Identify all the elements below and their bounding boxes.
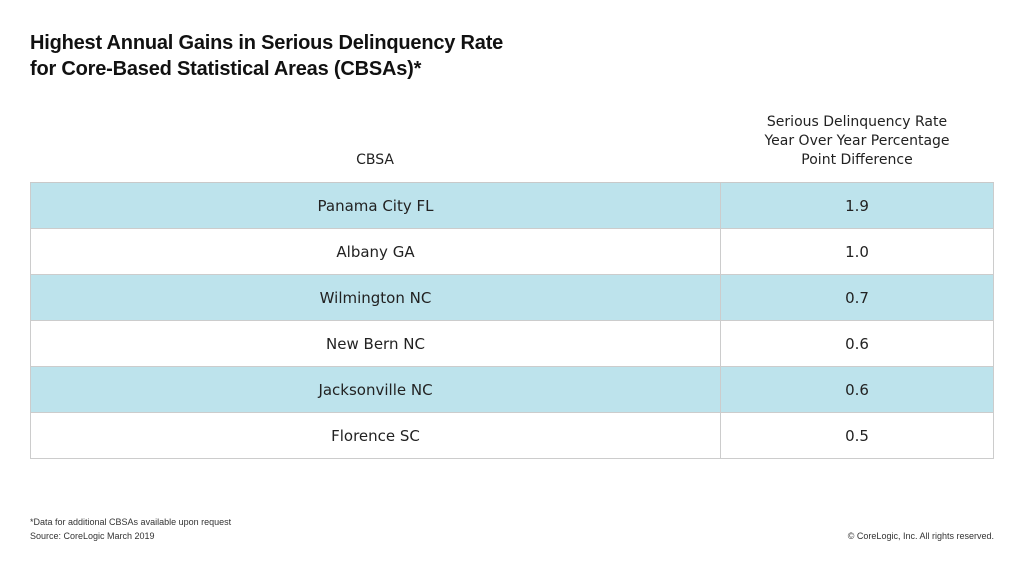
rate-difference-cell: 0.7	[845, 288, 869, 307]
column-header-line-1: Serious Delinquency Rate	[766, 114, 948, 130]
footnote: *Data for additional CBSAs available upo…	[30, 517, 232, 527]
cbsa-cell: Florence SC	[31, 413, 721, 458]
rate-difference-cell: 0.6	[845, 334, 869, 353]
table-row: Wilmington NC 0.7	[30, 275, 994, 321]
chart-title-line-2: for Core-Based Statistical Areas (CBSAs)…	[30, 58, 422, 80]
column-header-rate-difference-label: Serious Delinquency Rate Year Over Year …	[764, 113, 949, 170]
table-row: New Bern NC 0.6	[30, 321, 994, 367]
column-header-line-3: Point Difference	[801, 152, 913, 168]
rate-difference-cell: 0.6	[845, 380, 869, 399]
column-header-line-2: Year Over Year Percentage	[764, 133, 950, 149]
chart-title: Highest Annual Gains in Serious Delinque…	[30, 30, 730, 82]
column-header-rate-difference: Serious Delinquency Rate Year Over Year …	[720, 104, 994, 182]
cbsa-cell: Jacksonville NC	[31, 367, 721, 412]
rate-difference-cell: 0.5	[845, 426, 869, 445]
cbsa-cell: Panama City FL	[31, 183, 721, 228]
column-header-cbsa: CBSA	[30, 104, 720, 182]
source-note: Source: CoreLogic March 2019	[30, 531, 155, 541]
rate-difference-cell: 1.9	[845, 196, 869, 215]
table-row: Florence SC 0.5	[30, 413, 994, 459]
copyright-note: © CoreLogic, Inc. All rights reserved.	[847, 531, 994, 541]
cbsa-cell: Wilmington NC	[31, 275, 721, 320]
cbsa-cell: Albany GA	[31, 229, 721, 274]
cbsa-cell: New Bern NC	[31, 321, 721, 366]
table-body: Panama City FL 1.9 Albany GA 1.0 Wilmington …	[30, 183, 994, 459]
table-row: Jacksonville NC 0.6	[30, 367, 994, 413]
column-header-cbsa-label: CBSA	[356, 152, 394, 168]
rate-difference-cell: 1.0	[845, 242, 869, 261]
data-table: CBSA Serious Delinquency Rate Year Over …	[30, 104, 994, 459]
table-row: Albany GA 1.0	[30, 229, 994, 275]
chart-title-line-1: Highest Annual Gains in Serious Delinque…	[30, 32, 504, 54]
table-header: CBSA Serious Delinquency Rate Year Over …	[30, 104, 994, 183]
table-row: Panama City FL 1.9	[30, 183, 994, 229]
